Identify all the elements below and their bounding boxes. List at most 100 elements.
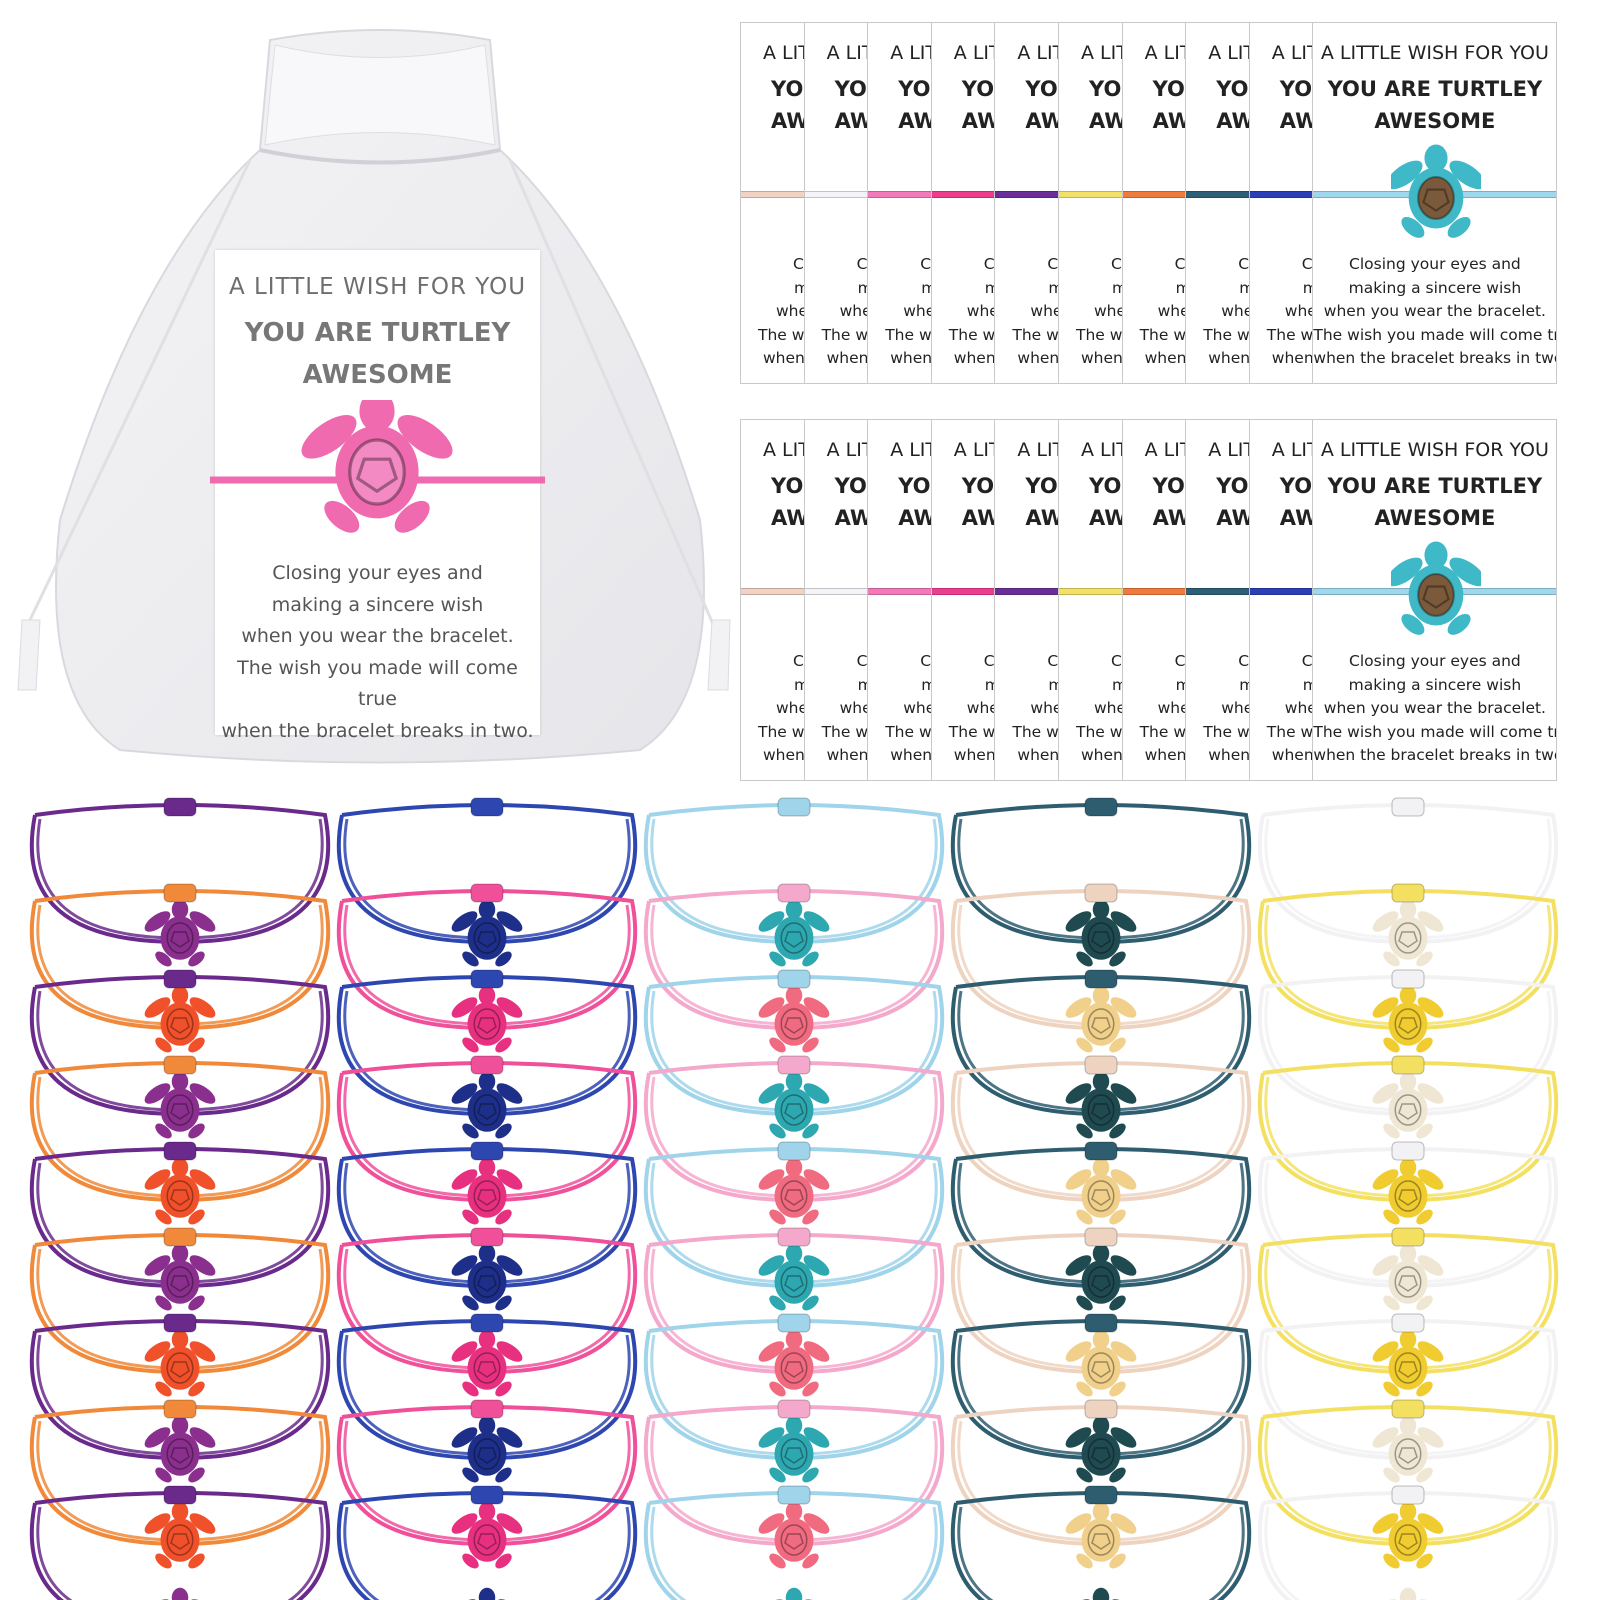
poem-line: making a sincere wish <box>1123 674 1186 698</box>
poem-line: when you wear the bracelet. <box>839 699 868 717</box>
turtle-icon <box>1391 144 1482 238</box>
poem-line: Closing your eyes and <box>1349 652 1521 670</box>
poem-line: Closing your eyes and <box>983 652 995 670</box>
bracelet-cord <box>1122 588 1186 595</box>
headline-line-1: YOU ARE TURTLEY <box>1152 77 1186 101</box>
poem-line: The wish you made will come true <box>1139 325 1186 344</box>
poem-line: when you wear the bracelet. <box>776 699 804 717</box>
bracelet <box>29 969 331 1139</box>
sliding-knot <box>1084 969 1118 989</box>
card-poem: Closing your eyes and making a sincere wi… <box>1123 253 1186 371</box>
card-poem: Closing your eyes and making a sincere wi… <box>805 650 868 768</box>
bracelet <box>950 969 1252 1139</box>
card-headline: YOU ARE TURTLEY AWESOME <box>932 470 995 534</box>
headline-line-1: YOU ARE TURTLEY <box>898 474 931 498</box>
turtle-bead <box>758 1157 830 1225</box>
turtle-bead <box>1065 985 1137 1053</box>
poem-line: The wish you made will come true <box>758 722 804 741</box>
card-title: A LITTLE WISH FOR YOU <box>763 439 804 461</box>
poem-line: Closing your eyes and <box>856 255 868 273</box>
card-title: A LITTLE WISH FOR YOU <box>1144 42 1186 64</box>
sliding-knot <box>1084 1055 1118 1075</box>
wish-card: A LITTLE WISH FOR YOU YOU ARE TURTLEY AWE… <box>867 419 932 781</box>
poem-line: Closing your eyes and <box>1174 652 1186 670</box>
bracelet <box>643 797 945 967</box>
poem-line: making a sincere wish <box>932 674 995 698</box>
bracelet <box>950 1313 1252 1483</box>
turtle-bead <box>144 899 216 967</box>
wish-card-in-bag: A LITTLE WISH FOR YOU YOU ARE TURTLEY AW… <box>210 250 545 742</box>
sliding-knot <box>1391 1227 1425 1247</box>
wish-card: A LITTLE WISH FOR YOU YOU ARE TURTLEY AWE… <box>930 419 995 781</box>
headline-line-2: AWESOME <box>1279 506 1313 530</box>
poem-line: when you wear the bracelet. <box>1284 302 1313 320</box>
wish-card: A LITTLE WISH FOR YOU YOU ARE TURTLEY AWE… <box>867 22 932 384</box>
turtle-bead <box>451 1157 523 1225</box>
turtle-bead <box>1065 1501 1137 1569</box>
sliding-knot <box>1391 1313 1425 1333</box>
bracelet <box>336 797 638 967</box>
headline-line-2: AWESOME <box>1374 109 1496 133</box>
turtle-bead <box>1372 1243 1444 1311</box>
bracelet <box>1257 1055 1559 1225</box>
card-poem: Closing your eyes and making a sincere wi… <box>1186 253 1249 371</box>
sliding-knot <box>1084 1485 1118 1505</box>
poem-line: making a sincere wish <box>1186 674 1249 698</box>
wish-card: A LITTLE WISH FOR YOU YOU ARE TURTLEY AWE… <box>1058 22 1122 384</box>
poem-line: Closing your eyes and <box>1111 255 1122 273</box>
bracelets-display <box>29 797 1559 1600</box>
bracelet <box>336 969 638 1139</box>
bracelet <box>950 1485 1252 1600</box>
bracelet-column <box>643 797 945 1600</box>
wish-card: A LITTLE WISH FOR YOU YOU ARE TURTLEY AWE… <box>740 419 804 781</box>
sliding-knot <box>1391 1485 1425 1505</box>
poem-line: The wish you made will come true <box>1203 722 1250 741</box>
bracelet-column <box>336 797 638 1600</box>
bracelet <box>336 1313 638 1483</box>
card-headline: YOU ARE TURTLEY AWESOME <box>805 73 868 137</box>
sliding-knot <box>1391 797 1425 817</box>
wish-card: A LITTLE WISH FOR YOU YOU ARE TURTLEY AWE… <box>994 22 1059 384</box>
bracelet-cord <box>868 191 932 198</box>
wish-cards-row-1: A LITTLE WISH FOR YOU YOU ARE TURTLEY AWE… <box>740 22 1560 387</box>
bracelet <box>29 1313 331 1483</box>
turtle-bead <box>144 1157 216 1225</box>
card-headline: YOU ARE TURTLEY AWESOME <box>995 73 1058 137</box>
headline-line-1: YOU ARE TURTLEY <box>1216 77 1249 101</box>
poem-line: when you wear the bracelet. <box>1030 302 1058 320</box>
poem-line: when you wear the bracelet. <box>1157 302 1186 320</box>
bracelet-cord <box>1186 191 1250 198</box>
card-title: A LITTLE WISH FOR YOU <box>826 42 868 64</box>
card-poem: Closing your eyes and making a sincere wi… <box>868 253 931 371</box>
headline-line-2: AWESOME <box>898 109 931 133</box>
poem-line: when you wear the bracelet. <box>1323 302 1546 320</box>
turtle-bead <box>1065 1415 1137 1483</box>
poem-line: when the bracelet breaks in two. <box>763 746 804 764</box>
poem-line: when the bracelet breaks in two. <box>1313 746 1558 764</box>
bracelet-cord <box>1249 588 1313 595</box>
turtle-bead <box>1372 1587 1444 1600</box>
card-poem: Closing your eyes and making a sincere wi… <box>932 650 995 768</box>
headline-line-1: YOU ARE TURTLEY <box>1327 474 1543 498</box>
turtle-bead <box>1372 1071 1444 1139</box>
wish-card: A LITTLE WISH FOR YOU YOU ARE TURTLEY AWE… <box>1121 22 1186 384</box>
card-headline: YOU ARE TURTLEY AWESOME <box>1250 470 1313 534</box>
card-poem: Closing your eyes and making a sincere wi… <box>1059 253 1122 371</box>
bracelet <box>643 1313 945 1483</box>
headline-line-2: AWESOME <box>1152 109 1186 133</box>
sliding-knot <box>777 1141 811 1161</box>
headline-line-2: AWESOME <box>834 109 868 133</box>
turtle-bead <box>758 1329 830 1397</box>
poem-line: The wish you made will come true <box>1203 325 1250 344</box>
card-poem: Closing your eyes and making a sincere wi… <box>1313 253 1556 371</box>
sliding-knot <box>163 797 197 817</box>
wish-card: A LITTLE WISH FOR YOU YOU ARE TURTLEY AWE… <box>1248 22 1313 384</box>
turtle-bead <box>758 1071 830 1139</box>
bracelet <box>643 1055 945 1225</box>
headline-line-2: AWESOME <box>961 506 995 530</box>
card-headline: YOU ARE TURTLEY AWESOME <box>932 73 995 137</box>
poem-line: The wish you made will come true <box>885 722 932 741</box>
poem-line: making a sincere wish <box>1250 674 1313 698</box>
sliding-knot <box>470 1055 504 1075</box>
turtle-bead <box>1065 1587 1137 1600</box>
